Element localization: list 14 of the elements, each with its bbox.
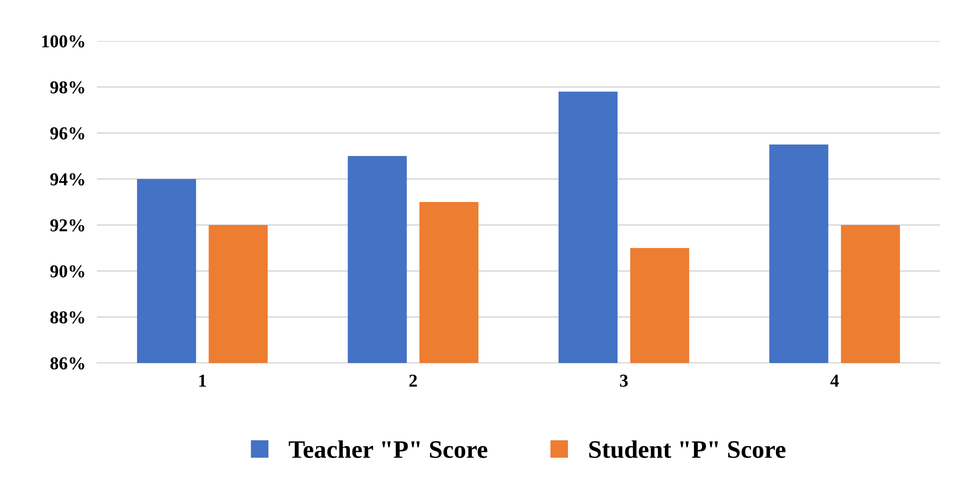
- y-tick-label: 92%: [50, 219, 84, 232]
- y-tick-label: 96%: [50, 127, 84, 140]
- y-tick-label: 100%: [42, 35, 84, 48]
- y-tick-label: 98%: [50, 81, 84, 94]
- y-tick-label: 88%: [50, 311, 84, 324]
- x-tick-label: 2: [409, 374, 417, 387]
- legend-label: Teacher "P" Score: [288, 440, 488, 458]
- x-tick-label: 1: [199, 374, 206, 387]
- legend-label: Student "P" Score: [589, 440, 786, 458]
- y-tick-label: 86%: [50, 357, 84, 370]
- y-tick-label: 94%: [50, 173, 84, 186]
- y-tick-label: 90%: [50, 265, 84, 278]
- x-tick-label: 4: [830, 374, 839, 387]
- x-tick-label: 3: [620, 374, 628, 387]
